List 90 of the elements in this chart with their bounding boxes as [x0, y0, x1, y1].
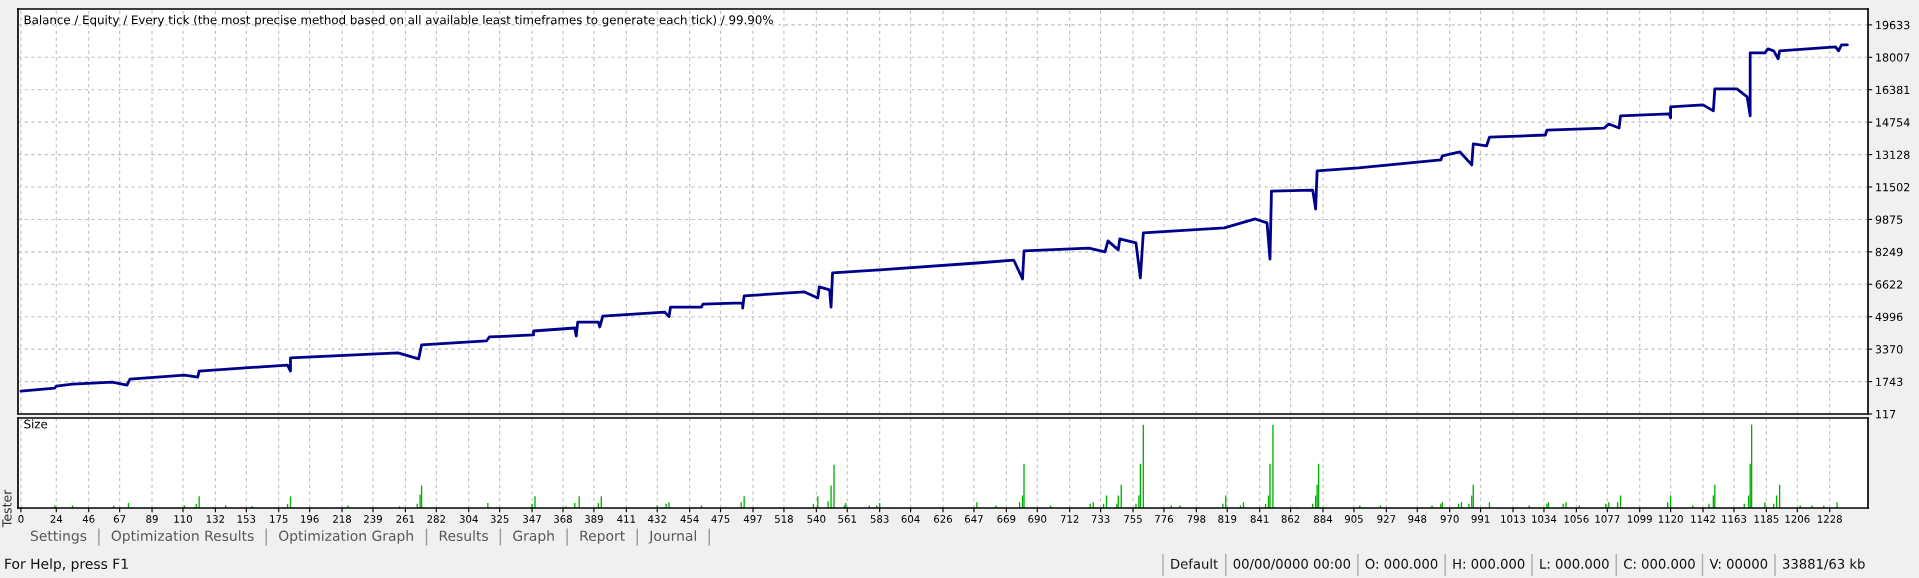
text: L: 000.000	[1540, 558, 1609, 569]
x-tick-label: 1163	[1722, 515, 1747, 523]
text: Optimization Graph	[279, 530, 413, 544]
x-tick-label: 239	[364, 515, 382, 523]
x-tick-label: 282	[427, 515, 445, 523]
x-tick-label: 497	[743, 515, 762, 523]
x-tick-label: 432	[648, 515, 666, 523]
y-tick-label: 13128	[1876, 150, 1910, 159]
x-tick-label: 67	[113, 515, 126, 523]
text: Tester	[2, 489, 12, 528]
x-tick-label: 347	[523, 515, 541, 523]
x-tick-label: 991	[1471, 515, 1490, 523]
x-tick-label: 110	[174, 515, 192, 523]
x-tick-label: 669	[997, 515, 1016, 523]
x-tick-label: 1099	[1627, 515, 1652, 523]
x-tick-label: 841	[1250, 515, 1269, 523]
x-tick-label: 389	[585, 515, 603, 523]
x-tick-label: 1077	[1595, 515, 1620, 523]
x-tick-label: 647	[964, 515, 983, 523]
y-tick-label: 4996	[1875, 312, 1903, 322]
text: C: 000.000	[1623, 558, 1695, 569]
x-tick-label: 755	[1124, 515, 1142, 523]
x-tick-label: 1013	[1501, 515, 1526, 523]
x-tick-label: 24	[50, 515, 63, 523]
x-tick-label: 583	[870, 515, 889, 523]
y-tick-label: 1743	[1876, 377, 1903, 386]
x-tick-label: 475	[711, 515, 730, 523]
x-tick-label: 304	[459, 515, 478, 523]
x-tick-label: 1142	[1691, 515, 1715, 523]
y-tick-label: 11502	[1876, 182, 1910, 192]
y-tick-label: 6622	[1875, 280, 1903, 289]
y-tick-label: 8249	[1875, 247, 1903, 257]
x-tick-label: 798	[1187, 515, 1206, 523]
text: Journal	[648, 530, 696, 544]
x-tick-label: 862	[1281, 515, 1300, 523]
text: 33881/63 kb	[1783, 558, 1865, 570]
x-tick-label: 454	[680, 515, 699, 523]
x-tick-label: 153	[237, 515, 256, 523]
text: Default	[1171, 558, 1218, 569]
x-tick-label: 46	[82, 515, 95, 523]
x-tick-label: 1056	[1564, 515, 1589, 523]
x-tick-label: 1185	[1754, 515, 1779, 523]
x-tick-label: 1120	[1658, 515, 1683, 523]
text: 00/00/0000 00:00	[1233, 558, 1351, 570]
x-tick-label: 927	[1377, 515, 1396, 523]
y-tick-label: 16381	[1876, 85, 1910, 95]
x-tick-label: 196	[301, 515, 319, 523]
chart-title: Size	[24, 419, 48, 429]
x-tick-label: 518	[775, 515, 793, 523]
text: For Help, press F1	[5, 558, 128, 572]
x-tick-label: 175	[270, 515, 288, 523]
x-tick-label: 540	[807, 515, 826, 523]
text: Settings	[30, 530, 87, 544]
x-tick-label: 733	[1091, 515, 1110, 523]
x-tick-label: 712	[1060, 515, 1079, 523]
x-tick-label: 218	[333, 515, 352, 523]
text: Graph	[513, 530, 554, 544]
y-tick-label: 3370	[1875, 345, 1903, 354]
y-tick-label: 14754	[1876, 118, 1910, 127]
x-tick-label: 884	[1314, 515, 1333, 523]
y-tick-label: 19633	[1876, 20, 1910, 30]
x-tick-label: 776	[1155, 515, 1173, 523]
x-tick-label: 905	[1344, 515, 1363, 523]
x-tick-label: 1206	[1785, 515, 1810, 523]
x-tick-label: 89	[146, 515, 158, 523]
x-tick-label: 325	[490, 515, 509, 523]
text: Report	[580, 530, 625, 544]
x-tick-label: 970	[1440, 515, 1459, 523]
y-tick-label: 117	[1876, 410, 1896, 419]
text: V: 00000	[1709, 558, 1768, 569]
x-tick-label: 1034	[1532, 515, 1557, 523]
text: O: 000.000	[1365, 558, 1438, 569]
x-tick-label: 948	[1408, 515, 1427, 523]
y-tick-label: 18007	[1876, 53, 1910, 62]
y-tick-label: 9875	[1875, 215, 1903, 224]
x-tick-label: 261	[396, 515, 415, 523]
text: Results	[439, 530, 488, 542]
x-tick-label: 604	[901, 515, 920, 523]
x-tick-label: 626	[934, 515, 953, 523]
text: H: 000.000	[1453, 558, 1525, 569]
x-tick-label: 561	[838, 515, 856, 523]
x-tick-label: 819	[1218, 515, 1237, 523]
x-tick-label: 0	[18, 515, 24, 523]
text: Optimization Results	[111, 530, 254, 544]
x-tick-label: 411	[617, 515, 636, 523]
x-tick-label: 1228	[1817, 515, 1842, 523]
chart-title: Balance / Equity / Every tick (the most precise method based on all available least timeframes to generate each tick) / 99.90%	[24, 15, 773, 27]
x-tick-label: 368	[554, 515, 572, 523]
x-tick-label: 132	[206, 515, 225, 523]
x-tick-label: 690	[1028, 515, 1047, 523]
